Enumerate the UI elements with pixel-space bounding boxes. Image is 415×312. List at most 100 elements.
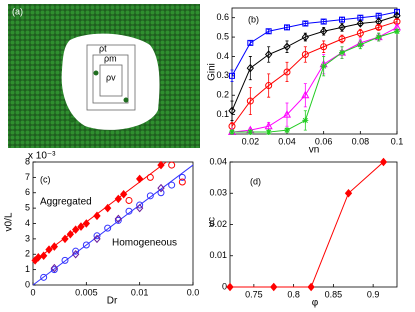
marker [146, 192, 154, 200]
marker [82, 219, 90, 228]
marker [61, 234, 69, 244]
marker [265, 82, 273, 90]
marker [136, 174, 144, 184]
panel-label: (b) [248, 14, 259, 24]
annotation: x 10⁻³ [28, 151, 56, 162]
error-bar [322, 40, 326, 53]
y-tick-label: 0.2 [216, 90, 229, 100]
marker [93, 211, 101, 221]
y-tick-label: 0.01 [209, 250, 227, 260]
x-tick-label: 0.02 [242, 136, 260, 146]
marker [50, 266, 58, 274]
marker [265, 28, 272, 35]
marker [136, 201, 144, 209]
marker [72, 225, 80, 234]
x-tick-label: 0.1 [391, 136, 404, 146]
y-tick-label: 0.3 [216, 70, 229, 80]
marker [157, 183, 165, 193]
x-tick-label: 0.01 [131, 287, 149, 297]
error-bar [248, 40, 252, 46]
marker [146, 173, 154, 181]
marker [270, 282, 278, 292]
x-tick-label: 0.005 [75, 287, 98, 297]
marker [125, 196, 133, 204]
square-v [99, 64, 123, 97]
marker [168, 161, 176, 169]
error-bar [230, 69, 234, 83]
annotation: ρt [99, 43, 107, 53]
marker [77, 222, 85, 231]
particle [93, 70, 99, 76]
y-axis-label: v0/L [4, 212, 15, 231]
marker [157, 160, 165, 170]
marker [282, 110, 292, 118]
error-bar [303, 21, 307, 26]
y-tick-label: 0.4 [216, 51, 229, 61]
square-m [92, 54, 129, 104]
plot-area [231, 7, 398, 135]
error-bar [248, 56, 252, 81]
marker [338, 35, 346, 43]
error-bar [267, 28, 271, 34]
panel-label: (d) [250, 176, 261, 186]
y-axis-label: Gini [207, 63, 218, 81]
marker [61, 256, 69, 264]
marker [229, 72, 235, 79]
x-axis-label: Dr [107, 296, 118, 307]
marker [104, 203, 112, 213]
y-tick-label: 0 [222, 281, 227, 291]
y-tick-label: 0.5 [216, 31, 229, 41]
marker [120, 190, 128, 199]
y-tick-label: 6 [25, 187, 30, 197]
error-bar [248, 87, 252, 116]
marker [114, 214, 122, 224]
error-bar [267, 46, 271, 63]
panel-label: (c) [40, 174, 51, 184]
marker [357, 41, 364, 48]
marker [264, 121, 273, 130]
marker [265, 129, 272, 136]
y-tick-label: 1 [25, 264, 30, 274]
x-tick-label: 0.04 [278, 136, 296, 146]
marker [283, 68, 291, 76]
annotation: Aggregated [40, 197, 92, 208]
marker [375, 34, 382, 41]
marker [125, 207, 133, 215]
marker [40, 273, 48, 281]
y-tick-label: 8 [25, 156, 30, 166]
marker [157, 189, 165, 197]
marker [284, 24, 290, 31]
x-tick-label: 0.0 [187, 287, 200, 297]
series-line [231, 26, 398, 133]
marker [82, 241, 90, 249]
series-line [231, 11, 398, 77]
y-tick-label: 7 [25, 172, 30, 182]
marker [247, 129, 254, 136]
x-tick-label: 0.08 [352, 136, 370, 146]
marker [379, 157, 388, 167]
plot-area [229, 161, 398, 288]
marker [229, 129, 235, 136]
error-bar [230, 100, 234, 121]
marker [93, 234, 101, 244]
error-bar [377, 25, 381, 30]
marker [72, 249, 80, 259]
y-axis-label: vc [207, 217, 218, 227]
marker [301, 32, 309, 42]
series-line [231, 15, 398, 111]
error-bar [285, 102, 289, 127]
error-bar [340, 17, 344, 22]
marker [246, 97, 254, 105]
marker [307, 282, 315, 292]
marker [114, 194, 122, 204]
fit-line [32, 164, 194, 286]
marker [40, 251, 48, 261]
x-axis-label: φ [312, 298, 319, 309]
marker [93, 232, 101, 240]
marker [301, 51, 309, 59]
marker [320, 63, 327, 70]
annotation: ρv [106, 72, 116, 82]
marker [302, 117, 309, 124]
y-tick-label: 0.6 [216, 12, 229, 22]
